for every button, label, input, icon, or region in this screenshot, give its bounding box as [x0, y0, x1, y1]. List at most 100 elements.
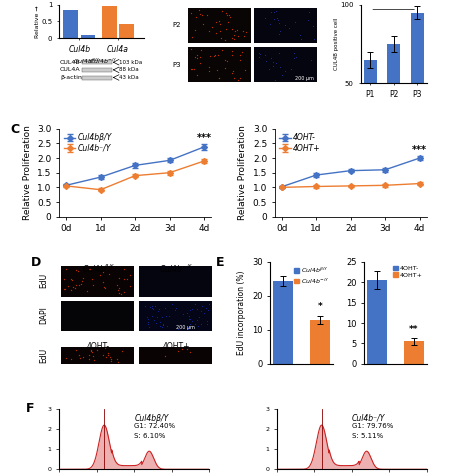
Point — [237, 52, 244, 59]
Bar — [188, 47, 251, 82]
Point — [223, 57, 231, 65]
Point — [101, 344, 109, 352]
Point — [67, 286, 75, 294]
Point — [74, 267, 82, 275]
Text: 4OHT+: 4OHT+ — [163, 342, 190, 351]
Point — [144, 319, 152, 326]
Point — [97, 271, 104, 279]
Point — [107, 356, 115, 363]
Point — [179, 310, 187, 318]
Point — [151, 302, 159, 310]
Point — [207, 52, 214, 60]
Point — [188, 317, 196, 325]
Point — [115, 286, 122, 293]
Point — [196, 10, 204, 18]
Text: $Cul4b^{\beta/Y}$: $Cul4b^{\beta/Y}$ — [73, 57, 100, 66]
Bar — [61, 346, 134, 364]
Point — [185, 323, 193, 330]
Point — [85, 351, 92, 359]
Text: P3: P3 — [173, 62, 181, 68]
Point — [172, 305, 180, 312]
Point — [275, 19, 283, 27]
Bar — [119, 24, 134, 38]
Point — [261, 14, 269, 22]
Point — [213, 66, 221, 73]
Point — [115, 358, 122, 366]
Point — [271, 76, 279, 83]
Point — [285, 24, 292, 32]
Point — [310, 36, 318, 43]
Point — [305, 8, 313, 16]
Point — [197, 46, 205, 54]
Point — [149, 305, 157, 312]
Point — [216, 20, 224, 28]
Point — [62, 354, 70, 362]
Point — [178, 346, 186, 353]
Point — [212, 18, 219, 26]
Point — [174, 347, 182, 355]
Point — [194, 322, 202, 330]
Legend: Cul4bβ/Y, Cul4b⁻/Y: Cul4bβ/Y, Cul4b⁻/Y — [61, 130, 115, 156]
Point — [269, 62, 277, 70]
Y-axis label: CUL4B positive cell: CUL4B positive cell — [334, 18, 339, 70]
Y-axis label: EdU incorporation (%): EdU incorporation (%) — [237, 271, 246, 355]
Point — [61, 285, 68, 293]
Point — [172, 306, 179, 313]
Point — [193, 306, 201, 313]
Point — [229, 67, 237, 75]
Point — [161, 304, 169, 311]
Text: Cul4b⁻/Y: Cul4b⁻/Y — [352, 414, 385, 423]
Point — [89, 352, 96, 360]
Point — [224, 18, 232, 26]
Point — [146, 303, 154, 311]
Bar — [139, 301, 212, 331]
Point — [228, 51, 236, 59]
Point — [267, 8, 275, 16]
Text: $Cul4b^{-/Y}$: $Cul4b^{-/Y}$ — [159, 263, 194, 275]
Point — [262, 52, 269, 59]
Point — [203, 320, 210, 328]
Point — [263, 57, 270, 65]
Bar — [82, 68, 112, 72]
Point — [162, 312, 169, 319]
Text: 103 kDa: 103 kDa — [118, 60, 142, 65]
Point — [115, 290, 123, 297]
Point — [160, 321, 167, 328]
Bar — [61, 266, 134, 297]
Bar — [310, 319, 330, 364]
Point — [101, 284, 109, 292]
Point — [188, 65, 195, 73]
Point — [297, 31, 304, 39]
Point — [292, 53, 299, 60]
Point — [215, 74, 222, 82]
Point — [87, 347, 95, 355]
Point — [85, 355, 92, 363]
Text: S: 6.10%: S: 6.10% — [134, 433, 165, 439]
Point — [159, 320, 166, 328]
Bar — [410, 13, 424, 162]
Point — [114, 281, 121, 289]
Text: β-actin: β-actin — [60, 75, 82, 80]
Point — [126, 272, 134, 279]
Point — [75, 282, 82, 289]
Point — [197, 320, 204, 328]
Point — [265, 65, 273, 73]
Text: CUL4A: CUL4A — [60, 67, 81, 73]
Point — [120, 265, 128, 273]
Bar — [403, 341, 424, 364]
Point — [115, 274, 123, 282]
Point — [297, 36, 305, 43]
Point — [203, 317, 210, 324]
Y-axis label: Relative Proliferation: Relative Proliferation — [238, 125, 247, 220]
Point — [234, 76, 242, 83]
Y-axis label: Relative →: Relative → — [35, 5, 40, 38]
Point — [233, 26, 241, 34]
Point — [87, 346, 95, 354]
Point — [100, 283, 108, 291]
Point — [174, 325, 182, 333]
Text: EdU: EdU — [39, 348, 48, 363]
Text: 4OHT-: 4OHT- — [87, 342, 110, 351]
Text: $Cul4b^{\beta/Y}$: $Cul4b^{\beta/Y}$ — [82, 263, 115, 275]
Point — [240, 32, 247, 40]
Bar — [64, 10, 78, 38]
